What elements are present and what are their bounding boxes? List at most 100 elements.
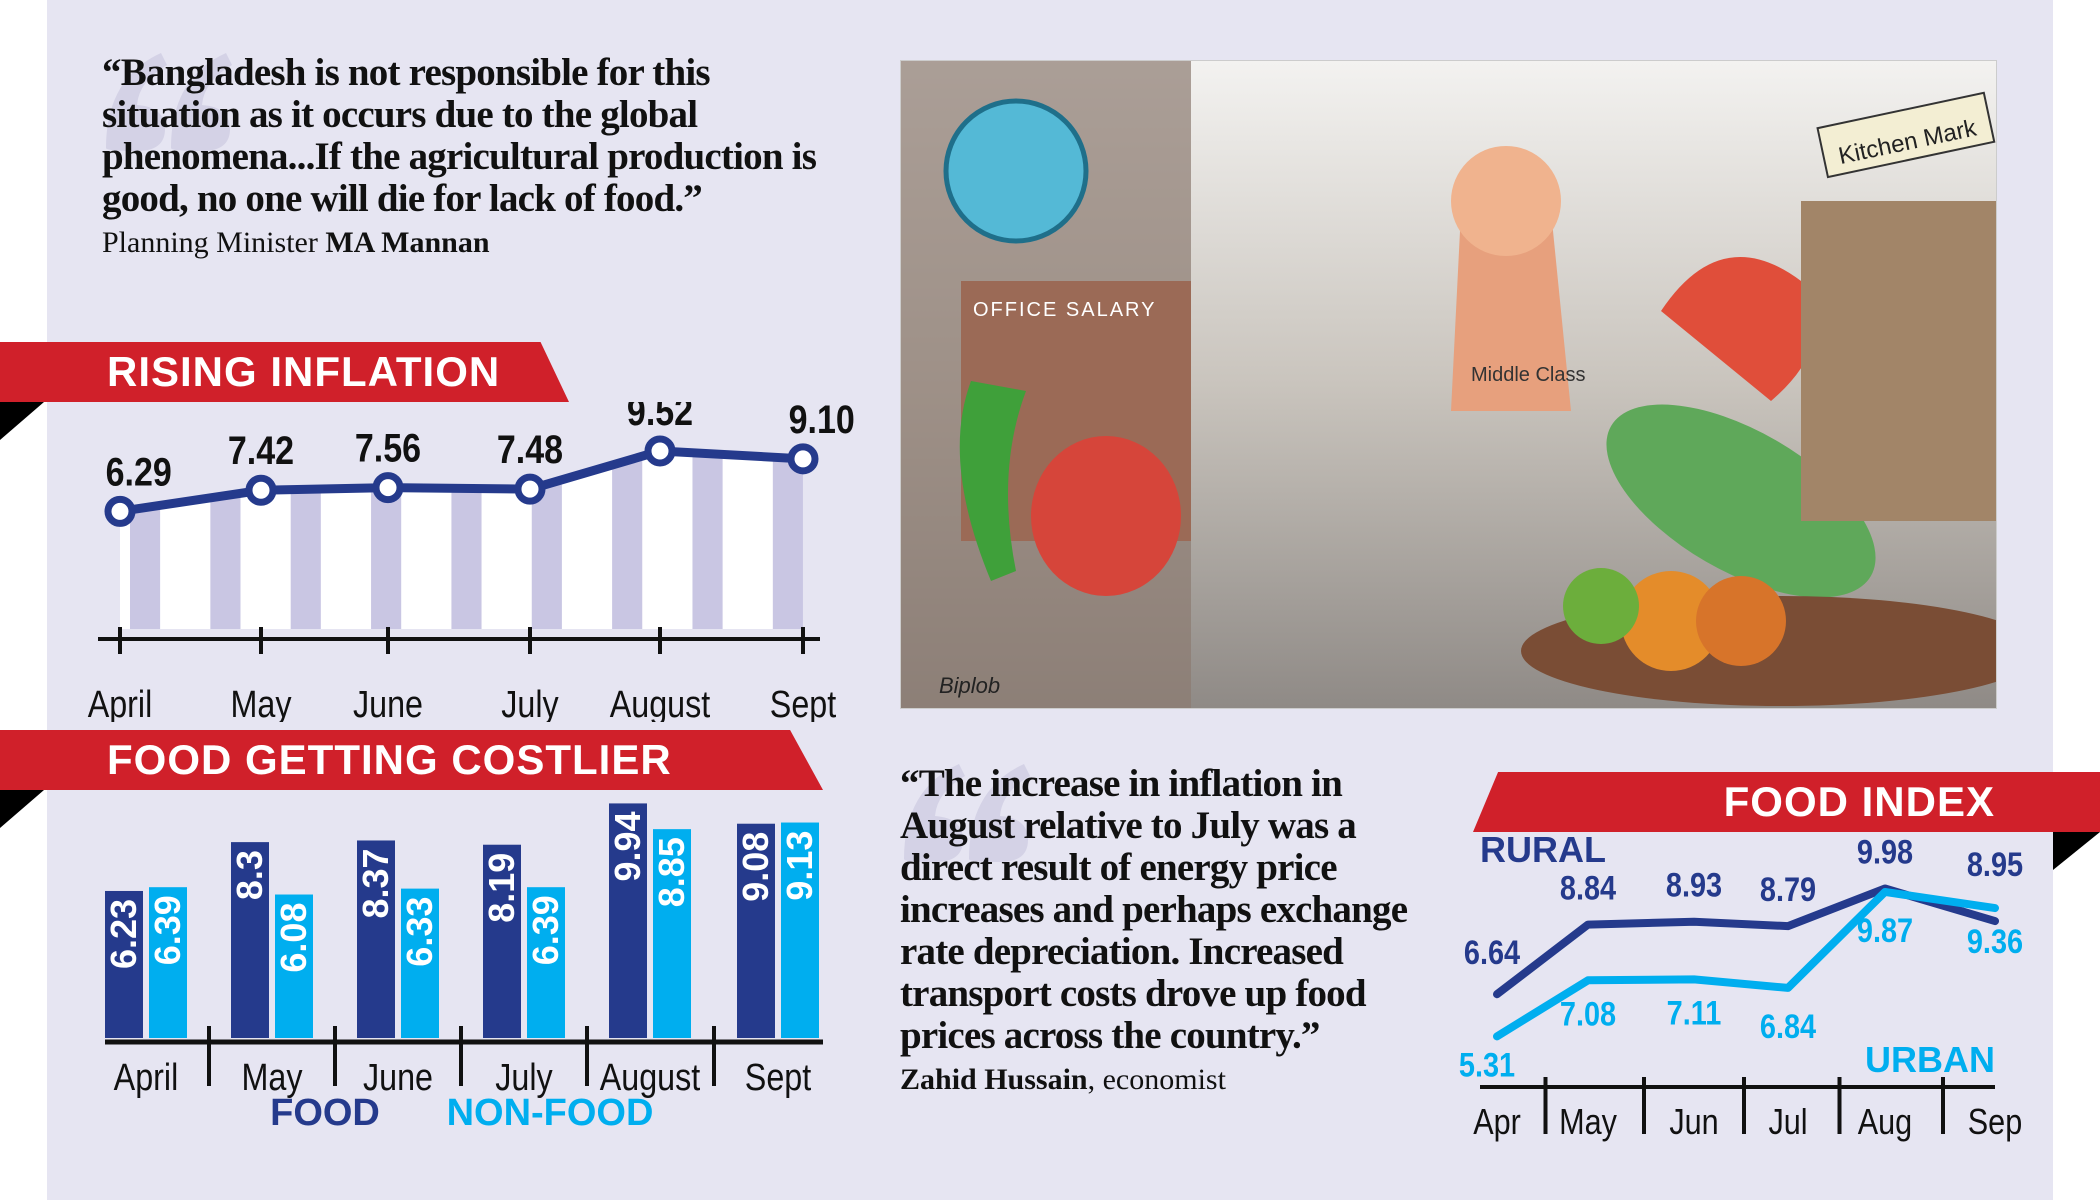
data-label: 7.56	[355, 425, 421, 470]
data-label: 7.11	[1667, 993, 1722, 1032]
bar-label: 8.85	[651, 837, 692, 907]
legend-food: FOOD	[270, 1092, 380, 1134]
data-label: 9.52	[627, 402, 693, 434]
attribution-name: MA Mannan	[325, 226, 490, 259]
food-index-banner: FOOD INDEX	[1473, 772, 2100, 832]
economist-quote-text: “The increase in inflation in August rel…	[900, 762, 1408, 1057]
bar-non-food	[149, 887, 187, 1038]
quote-mark-icon	[106, 53, 232, 151]
minister-quote-text: “Bangladesh is not responsible for this …	[102, 51, 817, 220]
bar-label: 8.37	[355, 848, 396, 918]
x-tick-label: June	[363, 1057, 433, 1099]
bar-food	[483, 844, 521, 1038]
data-point	[644, 435, 676, 467]
line-urban	[1493, 887, 1999, 1041]
data-label: 6.64	[1464, 933, 1521, 972]
banner-fold	[2053, 832, 2100, 870]
data-label: 5.31	[1459, 1045, 1515, 1084]
bar-label: 6.39	[147, 895, 188, 965]
inflation-line	[119, 446, 804, 516]
cartoonist-signature: Biplob	[939, 673, 1000, 698]
x-tick-label: August	[600, 1057, 701, 1099]
x-tick-label: April	[88, 684, 153, 722]
economist-quote: “The increase in inflation in August rel…	[900, 763, 1440, 1097]
minister-attribution: Planning Minister MA Mannan	[102, 226, 842, 260]
x-tick-label: August	[610, 684, 711, 722]
bar-food	[105, 890, 143, 1038]
data-label: 6.29	[106, 449, 172, 494]
rising-inflation-chart: 6.29 April 7.42 May 7.56 June 7.48 July 9.52 Augu…	[60, 402, 855, 722]
data-label: 7.42	[228, 428, 294, 473]
data-label: 8.95	[1967, 845, 2023, 884]
rising-inflation-banner: RISING INFLATION	[0, 342, 569, 402]
bar-food	[609, 803, 647, 1038]
food-costlier-title: FOOD GETTING COSTLIER	[107, 736, 672, 783]
x-tick-label: April	[114, 1057, 179, 1099]
economist-attribution: Zahid Hussain, economist	[900, 1063, 1440, 1097]
bar-non-food	[527, 887, 565, 1038]
cartoon-label-middle-class: Middle Class	[1471, 364, 1585, 386]
minister-quote: “Bangladesh is not responsible for this …	[102, 52, 842, 260]
bar-non-food	[275, 894, 313, 1038]
attribution-role: Planning Minister	[102, 226, 318, 259]
bar-non-food	[653, 829, 691, 1038]
data-label: 9.36	[1967, 922, 2023, 961]
banner-fold	[0, 790, 44, 828]
bar-label: 6.39	[525, 895, 566, 965]
data-label: 6.84	[1760, 1007, 1817, 1046]
food-index-chart: 6.64 8.84 8.93 8.79 9.98 8.95 5.31 7.08 7.11 6.84…	[1459, 832, 2023, 1143]
bar-label: 8.3	[229, 850, 270, 900]
data-label: 9.98	[1857, 832, 1913, 871]
cartoon-drawing: Kitchen Mark OFFICE SALARY Middle Class …	[901, 61, 1996, 708]
rising-inflation-title: RISING INFLATION	[107, 348, 501, 395]
data-label: 7.08	[1560, 994, 1616, 1033]
x-tick-label: Sept	[770, 684, 837, 722]
x-tick-label: July	[501, 684, 559, 722]
bar-label: 9.94	[607, 811, 648, 881]
cartoon-illustration: Kitchen Mark OFFICE SALARY Middle Class …	[900, 60, 1997, 709]
x-tick-label: Sept	[745, 1057, 812, 1099]
x-tick-label: Apr	[1473, 1103, 1521, 1143]
data-label: 8.84	[1560, 868, 1617, 907]
bar-food	[737, 823, 775, 1038]
bar-label: 9.13	[779, 831, 820, 901]
x-tick-label: Jul	[1768, 1103, 1807, 1143]
quote-mark-icon	[904, 764, 1030, 862]
data-point	[245, 474, 277, 506]
x-tick-label: May	[1559, 1103, 1617, 1143]
legend-urban: URBAN	[1865, 1039, 1995, 1080]
plot-mask	[120, 402, 803, 512]
bar-food	[231, 842, 269, 1038]
data-point	[372, 472, 404, 504]
bar-non-food	[781, 822, 819, 1038]
x-tick-label: June	[353, 684, 423, 722]
data-point	[787, 443, 819, 475]
x-tick-label: Aug	[1858, 1103, 1912, 1143]
x-tick-label: Jun	[1669, 1103, 1718, 1143]
bar-label: 8.19	[481, 853, 522, 923]
data-label: 8.79	[1760, 870, 1816, 909]
legend-rural: RURAL	[1480, 832, 1606, 870]
bar-label: 6.33	[399, 897, 440, 967]
x-tick-label: May	[231, 684, 292, 722]
legend-non-food: NON-FOOD	[447, 1092, 654, 1134]
food-index-title: FOOD INDEX	[1723, 778, 1995, 825]
data-point	[514, 473, 546, 505]
x-tick-label: July	[495, 1057, 553, 1099]
food-costlier-bar-chart: 6.23 6.39April8.36.08May8.376.33June8.196…	[103, 803, 823, 1134]
data-label: 8.93	[1666, 865, 1722, 904]
attribution-role: , economist	[1087, 1063, 1226, 1096]
banner-fold	[0, 402, 44, 440]
data-label: 7.48	[497, 426, 563, 471]
x-tick-label: Sep	[1968, 1103, 2022, 1143]
bar-label: 6.08	[273, 903, 314, 973]
bar-non-food	[401, 888, 439, 1038]
bar-label: 9.08	[735, 832, 776, 902]
x-tick-label: May	[242, 1057, 303, 1099]
food-costlier-banner: FOOD GETTING COSTLIER	[0, 730, 823, 790]
bar-food	[357, 840, 395, 1038]
data-point	[104, 495, 136, 527]
data-label: 9.10	[789, 402, 855, 441]
attribution-name: Zahid Hussain	[900, 1063, 1088, 1096]
data-label: 9.87	[1857, 911, 1913, 950]
